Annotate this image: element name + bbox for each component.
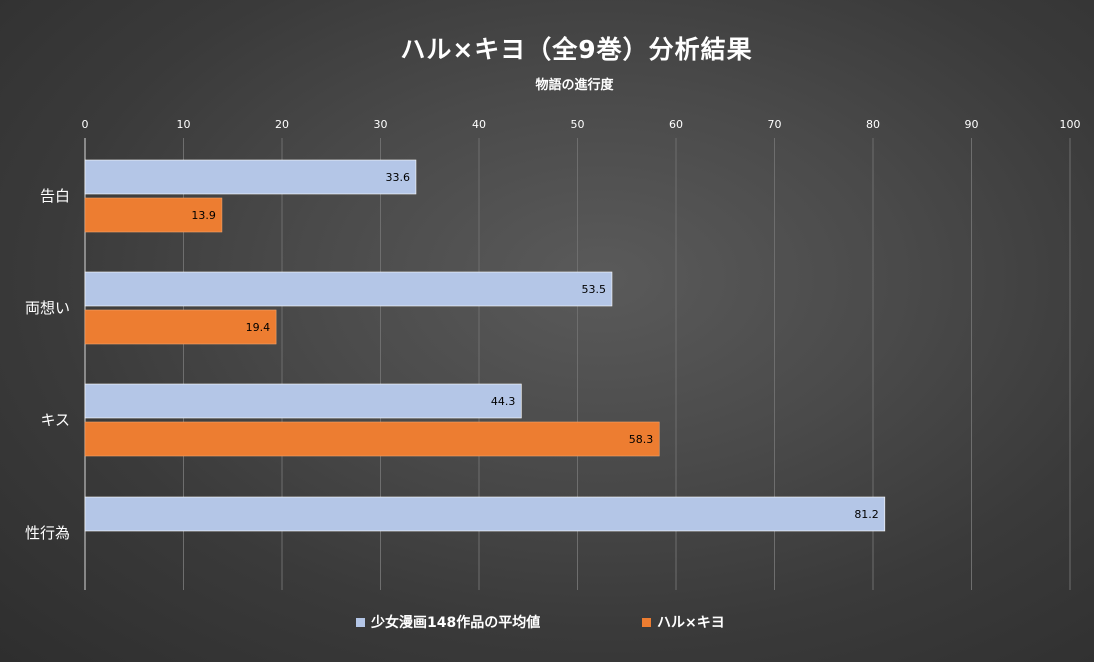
x-tick-label: 60: [669, 118, 683, 131]
x-tick-label: 40: [472, 118, 486, 131]
x-tick-label: 50: [571, 118, 585, 131]
data-label: 19.4: [246, 321, 271, 334]
x-tick-label: 30: [374, 118, 388, 131]
x-tick-label: 20: [275, 118, 289, 131]
x-tick-label: 0: [82, 118, 89, 131]
x-tick-label: 80: [866, 118, 880, 131]
data-label: 13.9: [191, 209, 216, 222]
x-tick-label: 70: [768, 118, 782, 131]
x-tick-label: 10: [177, 118, 191, 131]
category-label: 性行為: [25, 524, 70, 542]
data-label: 58.3: [629, 433, 654, 446]
bar: [84, 309, 277, 345]
category-label: キス: [40, 411, 70, 429]
bar: [84, 159, 417, 195]
data-label: 33.6: [385, 171, 410, 184]
category-label: 告白: [40, 187, 70, 205]
bar: [84, 197, 223, 233]
chart-subtitle: 物語の進行度: [535, 78, 614, 93]
chart-title: ハル×キヨ（全9巻）分析結果: [400, 35, 753, 64]
data-label: 81.2: [854, 508, 879, 521]
legend-label: 少女漫画148作品の平均値: [371, 615, 541, 631]
bar: [84, 271, 613, 307]
x-tick-label: 90: [965, 118, 979, 131]
x-tick-label: 100: [1060, 118, 1081, 131]
chart-legend: 少女漫画148作品の平均値 ハル×キヨ: [0, 612, 1094, 632]
data-label: 53.5: [581, 283, 606, 296]
legend-label: ハル×キヨ: [657, 615, 725, 631]
category-label: 両想い: [25, 299, 70, 317]
bar: [84, 383, 522, 419]
legend-item: ハル×キヨ: [642, 612, 725, 632]
legend-swatch: [642, 617, 651, 627]
bar: [84, 496, 886, 532]
data-label: 44.3: [491, 395, 516, 408]
bar: [84, 421, 660, 457]
legend-item: 少女漫画148作品の平均値: [356, 612, 540, 632]
legend-swatch: [356, 617, 365, 627]
